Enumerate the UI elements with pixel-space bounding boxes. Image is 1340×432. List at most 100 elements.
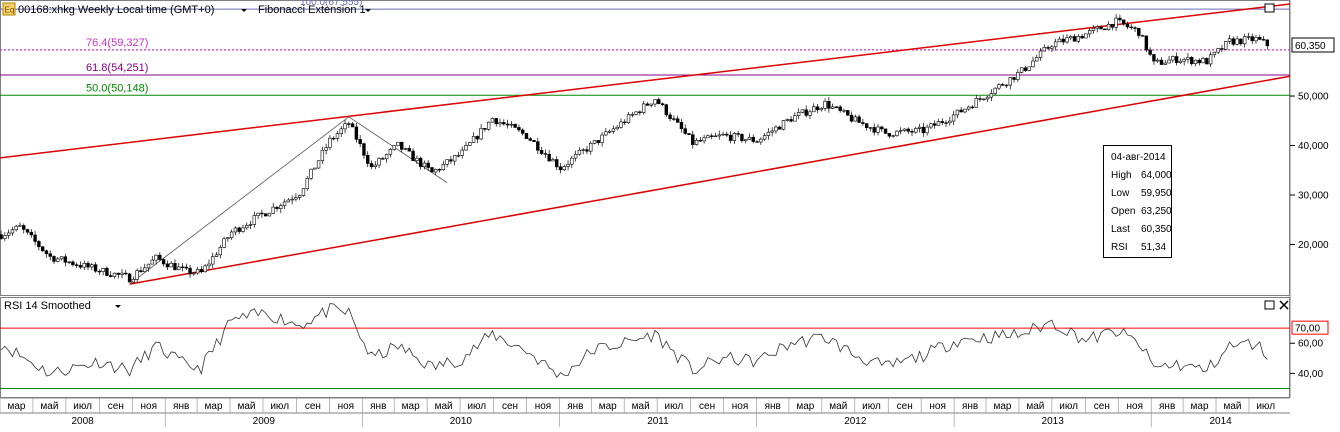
candle[interactable] — [267, 212, 272, 217]
candle[interactable] — [1095, 25, 1099, 33]
candle[interactable] — [955, 109, 960, 119]
candle[interactable] — [638, 110, 642, 116]
candle[interactable] — [717, 130, 721, 140]
candle[interactable] — [74, 262, 79, 269]
candle[interactable] — [93, 262, 98, 273]
candle[interactable] — [1167, 55, 1171, 64]
candle[interactable] — [815, 104, 820, 114]
candle[interactable] — [146, 263, 151, 272]
candle[interactable] — [959, 106, 963, 113]
candle[interactable] — [211, 252, 215, 269]
candle[interactable] — [177, 262, 181, 271]
candle[interactable] — [369, 160, 374, 170]
symbol-title[interactable]: 00168:xhkg Weekly Local time (GMT+0) — [18, 4, 214, 16]
candle[interactable] — [834, 106, 839, 109]
candle[interactable] — [460, 146, 464, 159]
candle[interactable] — [528, 137, 532, 142]
candle[interactable] — [944, 120, 948, 127]
candle[interactable] — [683, 124, 687, 135]
candle[interactable] — [536, 137, 540, 155]
candle[interactable] — [755, 140, 759, 143]
candle[interactable] — [226, 236, 230, 242]
study-dropdown-icon[interactable] — [365, 9, 371, 12]
candle[interactable] — [1178, 58, 1183, 65]
candle[interactable] — [1186, 53, 1190, 64]
candle[interactable] — [158, 252, 162, 261]
candle[interactable] — [581, 148, 585, 155]
candle[interactable] — [1103, 28, 1107, 31]
candle[interactable] — [1038, 47, 1043, 61]
candle[interactable] — [1001, 82, 1005, 87]
candle[interactable] — [1137, 27, 1141, 39]
candle[interactable] — [902, 128, 907, 132]
candle[interactable] — [350, 122, 355, 128]
candle[interactable] — [706, 134, 710, 139]
candle[interactable] — [917, 123, 922, 133]
candle[interactable] — [517, 124, 521, 132]
candle[interactable] — [830, 103, 835, 110]
candle[interactable] — [974, 94, 978, 108]
candle[interactable] — [880, 125, 884, 132]
candle[interactable] — [90, 262, 94, 271]
candle[interactable] — [713, 132, 718, 138]
candle[interactable] — [1250, 33, 1254, 45]
candle[interactable] — [127, 272, 132, 283]
candle[interactable] — [18, 222, 22, 227]
candle[interactable] — [929, 122, 933, 130]
candle[interactable] — [1031, 56, 1035, 68]
rsi-panel-close-icon[interactable] — [1279, 300, 1289, 310]
candle[interactable] — [222, 236, 226, 249]
candle[interactable] — [154, 254, 158, 265]
candle[interactable] — [105, 266, 109, 277]
candle[interactable] — [1258, 34, 1262, 41]
candle[interactable] — [1099, 25, 1103, 30]
candle[interactable] — [199, 266, 204, 274]
candle[interactable] — [328, 135, 332, 151]
candle[interactable] — [993, 87, 997, 96]
candle[interactable] — [1156, 58, 1160, 63]
candle[interactable] — [324, 143, 328, 155]
candle[interactable] — [861, 118, 865, 126]
candle[interactable] — [804, 105, 808, 118]
candle[interactable] — [982, 98, 986, 101]
candle[interactable] — [161, 258, 166, 267]
candle[interactable] — [241, 224, 245, 233]
candle[interactable] — [698, 136, 703, 142]
candle[interactable] — [626, 111, 631, 125]
candle[interactable] — [691, 130, 695, 149]
candle[interactable] — [1197, 58, 1201, 66]
candle[interactable] — [165, 260, 170, 271]
candle[interactable] — [611, 125, 616, 134]
candle[interactable] — [989, 89, 994, 102]
candle[interactable] — [592, 140, 597, 145]
candle[interactable] — [842, 108, 846, 114]
candle[interactable] — [1023, 66, 1028, 72]
price-panel-maximize-icon[interactable] — [1264, 3, 1275, 13]
candle[interactable] — [573, 150, 578, 162]
candle[interactable] — [437, 168, 442, 173]
candle[interactable] — [589, 141, 593, 155]
candle[interactable] — [997, 83, 1001, 91]
candle[interactable] — [233, 226, 238, 236]
candle[interactable] — [63, 253, 68, 267]
candle[interactable] — [320, 146, 325, 165]
candle[interactable] — [774, 125, 778, 134]
candle[interactable] — [256, 212, 260, 220]
candle[interactable] — [22, 223, 26, 234]
candle[interactable] — [108, 271, 113, 278]
candle[interactable] — [819, 107, 824, 112]
candle[interactable] — [1265, 39, 1270, 50]
candle[interactable] — [1004, 84, 1009, 88]
candle[interactable] — [180, 263, 185, 272]
candle[interactable] — [1053, 38, 1058, 51]
candle[interactable] — [67, 261, 71, 265]
candle[interactable] — [766, 128, 771, 140]
candle[interactable] — [615, 125, 619, 130]
candle[interactable] — [135, 268, 139, 283]
candle[interactable] — [505, 119, 510, 129]
candle[interactable] — [1069, 34, 1073, 41]
candle[interactable] — [1008, 77, 1012, 90]
candle[interactable] — [101, 267, 105, 276]
candle[interactable] — [876, 123, 880, 136]
